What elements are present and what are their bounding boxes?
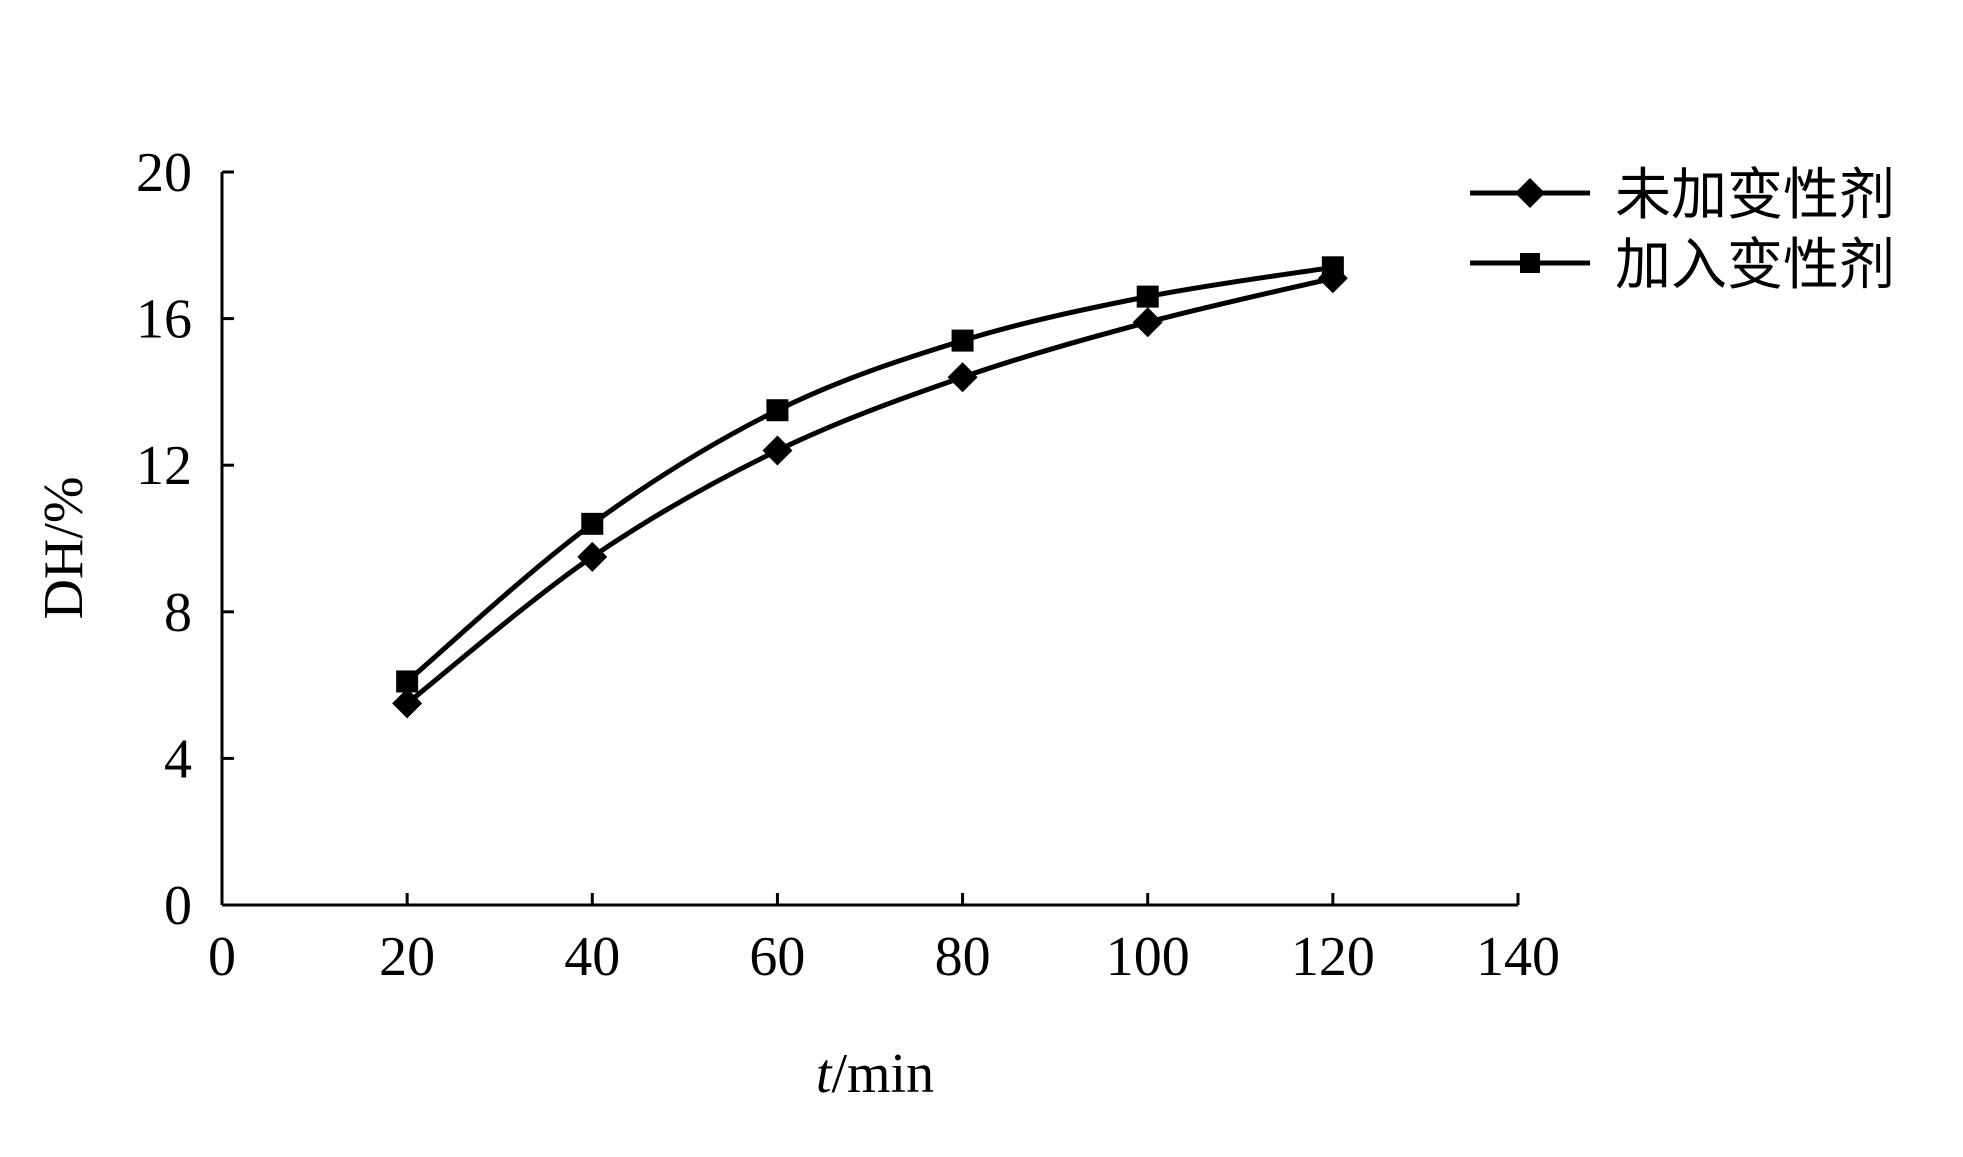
data-point-diamond bbox=[577, 541, 608, 572]
data-point-square bbox=[581, 512, 604, 535]
x-tick-label: 40 bbox=[564, 926, 620, 988]
x-tick-label: 20 bbox=[379, 926, 435, 988]
legend-marker-diamond bbox=[1515, 178, 1545, 208]
x-axis-title: t/min bbox=[816, 1043, 934, 1105]
series-line bbox=[405, 264, 1334, 684]
data-point-diamond bbox=[947, 362, 978, 393]
x-tick-label: 140 bbox=[1476, 926, 1560, 988]
series-line bbox=[405, 275, 1334, 706]
series-layer bbox=[392, 256, 1348, 719]
y-axis-title: DH/% bbox=[33, 476, 95, 619]
x-tick-label: 100 bbox=[1106, 926, 1190, 988]
data-point-square bbox=[766, 399, 789, 422]
data-point-square bbox=[1321, 256, 1344, 279]
x-axis-title-unit: /min bbox=[831, 1043, 934, 1105]
data-point-square bbox=[396, 670, 419, 693]
series-2 bbox=[396, 256, 1344, 693]
data-point-diamond bbox=[392, 688, 423, 719]
data-point-square bbox=[1136, 285, 1159, 308]
legend-marker-square bbox=[1520, 253, 1540, 273]
y-tick-label: 4 bbox=[164, 728, 192, 790]
x-tick-label: 60 bbox=[749, 926, 805, 988]
data-point-diamond bbox=[762, 435, 793, 466]
y-tick-label: 12 bbox=[136, 435, 192, 497]
x-axis-title-variable: t bbox=[816, 1043, 833, 1105]
y-tick-label: 16 bbox=[136, 289, 192, 351]
data-point-square bbox=[951, 329, 974, 352]
legend-label-series-1: 未加变性剂 bbox=[1615, 163, 1895, 228]
y-tick-label: 0 bbox=[164, 875, 192, 937]
x-tick-label: 120 bbox=[1291, 926, 1375, 988]
y-tick-label: 20 bbox=[136, 142, 192, 204]
x-tick-label: 80 bbox=[935, 926, 991, 988]
legend: 未加变性剂 加入变性剂 bbox=[1470, 163, 1895, 298]
y-tick-label: 8 bbox=[164, 582, 192, 644]
x-tick-label: 0 bbox=[208, 926, 236, 988]
x-axis-ticks: 0 20 40 60 80 100 120 140 bbox=[208, 893, 1560, 988]
legend-label-series-2: 加入变性剂 bbox=[1615, 233, 1895, 298]
y-axis-ticks: 0 4 8 12 16 20 bbox=[136, 142, 234, 937]
data-point-diamond bbox=[1132, 307, 1163, 338]
